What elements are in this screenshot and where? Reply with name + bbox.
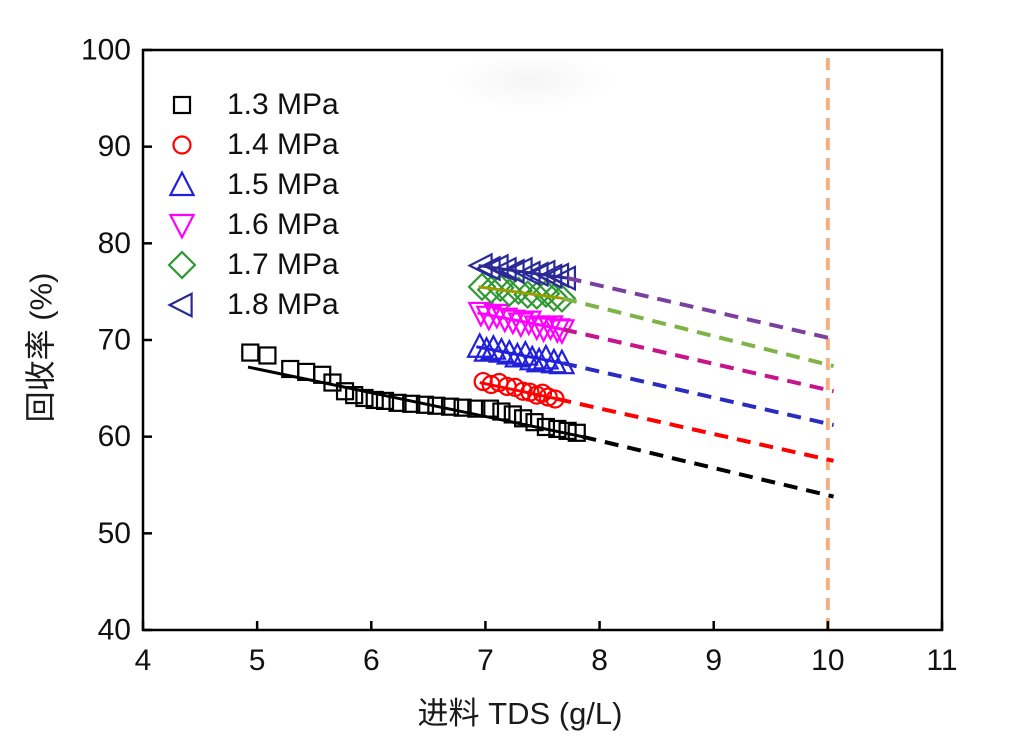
fit-line-solid [478,285,564,300]
y-tick-label: 100 [81,34,131,67]
fit-line-solid [247,365,583,439]
y-axis-title: 回收率 (%) [23,272,59,423]
diamond-legend-icon [167,250,197,280]
data-point-marker [507,312,535,339]
legend-label: 1.6 MPa [227,208,339,241]
legend-item-1.7-MPa: 1.7 MPa [165,245,339,285]
fit-line-extrapolated [556,397,835,463]
y-tick-label: 40 [98,614,131,647]
watermark-smudge [445,52,615,110]
triangle-down-legend-icon [168,213,196,240]
fit-line-extrapolated [562,327,835,394]
data-point-marker [453,398,472,417]
series-1.8-MPa [467,252,835,341]
fit-line-solid [478,264,568,280]
x-tick-label: 7 [477,644,494,677]
data-point-marker [532,343,560,370]
fit-line-extrapolated [581,434,835,499]
data-point-marker [241,343,260,362]
data-point-marker [522,281,552,311]
data-point-marker [523,315,551,342]
data-point-marker [335,382,355,401]
fit-line-solid [477,311,564,331]
series-1.7-MPa [467,272,835,369]
fit-line-extrapolated [562,361,835,428]
y-tick-label: 80 [98,227,131,260]
x-tick-label: 4 [135,644,152,677]
x-axis-title: 进料 TDS (g/L) [417,696,623,731]
y-tick-label: 90 [98,130,131,163]
data-point-marker [530,317,558,344]
legend-item-1.6-MPa: 1.6 MPa [165,205,339,245]
series-1.4-MPa [473,371,835,463]
series-1.6-MPa [467,301,835,394]
data-point-marker [466,331,494,358]
x-tick-label: 9 [705,644,722,677]
fit-line-extrapolated [562,296,835,369]
data-point-marker [345,386,364,405]
x-tick-label: 11 [926,644,957,677]
data-point-marker [504,276,534,306]
data-point-marker [494,278,524,308]
legend-item-1.4-MPa: 1.4 MPa [165,125,339,165]
triangle-up-icon [168,170,196,197]
square-legend-icon [172,95,192,115]
x-tick-label: 6 [363,644,380,677]
legend-label: 1.8 MPa [227,288,339,321]
data-point-marker [531,279,561,309]
data-point-marker [258,346,277,365]
data-point-marker [547,283,577,313]
x-tick-label: 8 [591,644,608,677]
series-1.3-MPa [241,343,835,499]
data-point-marker [525,413,544,432]
triangle-up-legend-icon [168,170,196,197]
legend-item-1.5-MPa: 1.5 MPa [165,165,339,205]
series-1.5-MPa [466,331,835,428]
fit-line-solid [479,381,558,401]
data-point-marker [511,339,539,366]
legend-label: 1.3 MPa [227,88,339,121]
legend-label: 1.7 MPa [227,248,339,281]
data-point-marker [539,282,569,312]
data-point-marker [485,273,515,303]
y-tick-label: 70 [98,324,131,357]
legend-label: 1.5 MPa [227,168,339,201]
legend-item-1.3-MPa: 1.3 MPa [165,85,339,125]
square-icon [172,95,192,115]
y-tick-label: 50 [98,517,131,550]
data-point-marker [388,393,407,412]
y-tick-label: 60 [98,420,131,453]
legend: 1.3 MPa 1.4 MPa 1.5 MPa 1.6 MPa 1.7 MPa 1.8 M… [165,85,339,325]
x-tick-label: 10 [811,644,844,677]
data-point-marker [467,272,497,302]
diamond-icon [167,250,197,280]
data-point-marker [475,305,503,332]
fit-line-extrapolated [567,276,835,341]
circle-legend-icon [172,135,192,155]
legend-label: 1.4 MPa [227,128,339,161]
data-point-marker [476,275,506,305]
triangle-left-icon [167,292,193,318]
fit-line-solid [476,345,564,365]
data-point-marker [467,399,486,418]
legend-item-1.8-MPa: 1.8 MPa [165,285,339,325]
triangle-down-icon [168,213,196,240]
data-point-marker [513,409,533,428]
triangle-left-legend-icon [167,292,193,318]
data-point-marker [375,391,395,410]
x-tick-label: 5 [249,644,266,677]
circle-icon [172,135,192,155]
